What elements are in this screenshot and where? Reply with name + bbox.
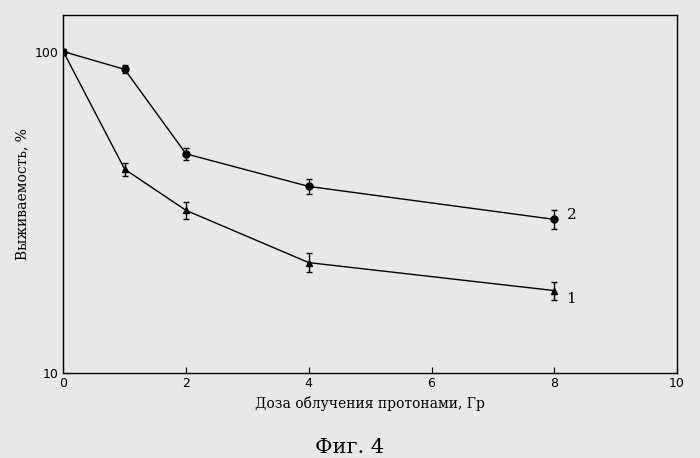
Y-axis label: Выживаемость, %: Выживаемость, % xyxy=(15,128,29,260)
X-axis label: Доза облучения протонами, Гр: Доза облучения протонами, Гр xyxy=(256,396,485,411)
Text: 1: 1 xyxy=(566,292,576,305)
Text: Фиг. 4: Фиг. 4 xyxy=(316,438,384,458)
Text: 2: 2 xyxy=(566,208,576,222)
